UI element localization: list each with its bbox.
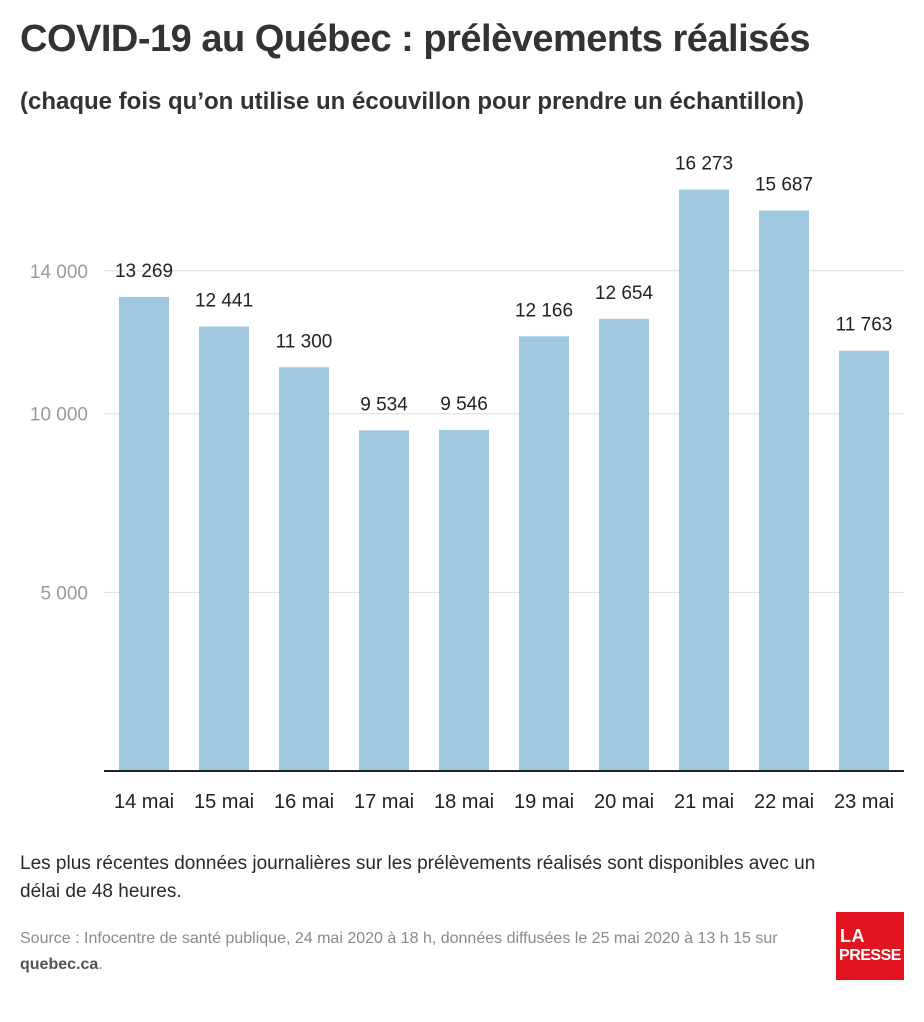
bar <box>279 367 329 771</box>
bar-value-label: 15 687 <box>755 175 813 196</box>
bar <box>439 429 489 771</box>
x-tick-label: 18 mai <box>434 791 494 813</box>
bar-value-label: 12 166 <box>515 300 573 321</box>
y-axis-tick-labels: 5 000 10 000 14 000 <box>30 262 88 605</box>
bar-chart: 5 000 10 000 14 000 13 269 12 441 11 300 9 53… <box>30 154 904 813</box>
bar-value-label: 16 273 <box>675 154 733 175</box>
y-tick-label: 10 000 <box>30 405 88 426</box>
bar <box>359 430 409 771</box>
y-tick-label: 14 000 <box>30 262 88 283</box>
bar <box>199 326 249 771</box>
value-labels: 13 269 12 441 11 300 9 534 9 546 12 166 12 654… <box>115 154 892 416</box>
x-axis-tick-labels: 14 mai 15 mai 16 mai 17 mai 18 mai 19 mai 20 m… <box>114 791 894 813</box>
footnote: Les plus récentes données journalières s… <box>20 853 816 902</box>
x-tick-label: 14 mai <box>114 791 174 813</box>
bar <box>599 318 649 771</box>
bar <box>119 296 169 771</box>
x-tick-label: 21 mai <box>674 791 734 813</box>
bar-value-label: 12 441 <box>195 290 253 311</box>
x-tick-label: 22 mai <box>754 791 814 813</box>
logo-line-1: LA <box>840 926 865 946</box>
la-presse-logo: LA PRESSE <box>836 912 904 980</box>
bar <box>679 189 729 772</box>
bar-value-label: 9 546 <box>440 394 488 415</box>
x-tick-label: 16 mai <box>274 791 334 813</box>
chart-title: COVID-19 au Québec : prélèvements réalis… <box>20 18 811 60</box>
x-tick-label: 17 mai <box>354 791 414 813</box>
source-text: Source : Infocentre de santé publique, 2… <box>20 930 778 947</box>
bar <box>759 210 809 771</box>
x-tick-label: 20 mai <box>594 791 654 813</box>
bar <box>519 336 569 771</box>
x-tick-label: 15 mai <box>194 791 254 813</box>
bar-value-label: 11 763 <box>836 315 893 336</box>
bar <box>839 350 889 771</box>
logo-line-2: PRESSE <box>839 947 901 964</box>
x-tick-label: 23 mai <box>834 791 894 813</box>
source-site-link[interactable]: quebec.ca <box>20 956 99 973</box>
bar-value-label: 13 269 <box>115 261 173 282</box>
source-end: . <box>98 956 103 973</box>
bar-value-label: 11 300 <box>276 331 333 352</box>
bar-value-label: 9 534 <box>360 394 408 415</box>
y-tick-label: 5 000 <box>40 583 88 604</box>
x-tick-label: 19 mai <box>514 791 574 813</box>
chart-subtitle: (chaque fois qu’on utilise un écouvillon… <box>20 88 805 115</box>
source-credit: Source : Infocentre de santé publique, 2… <box>20 926 790 978</box>
bars <box>119 189 889 772</box>
bar-value-label: 12 654 <box>595 283 654 304</box>
